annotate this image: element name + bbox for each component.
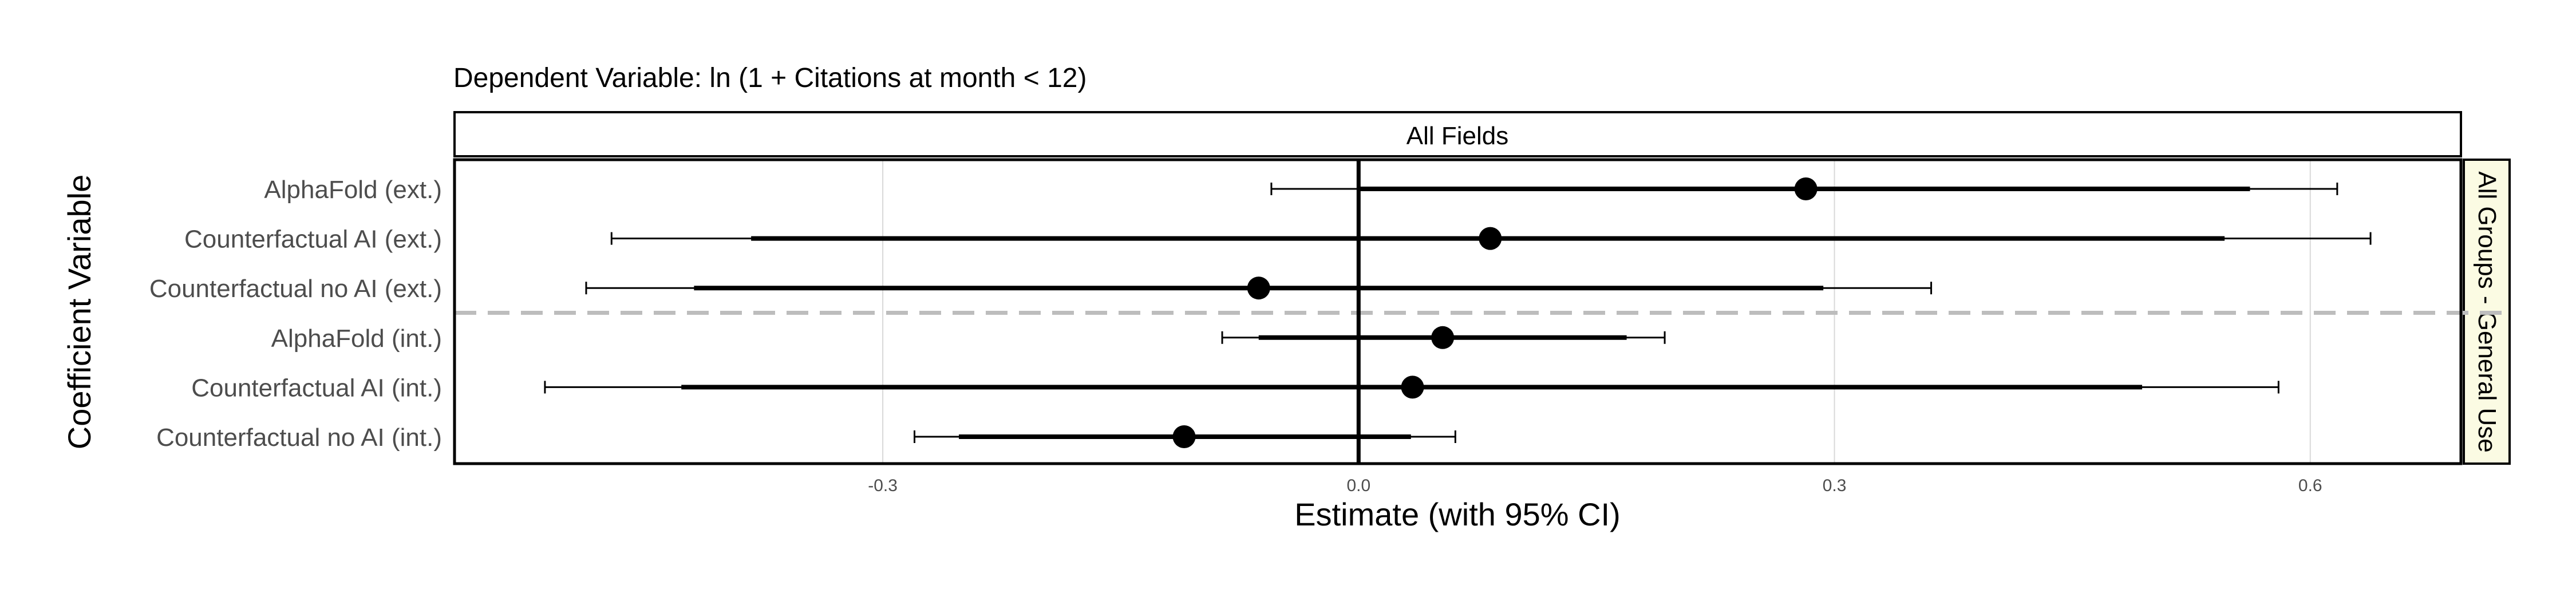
y-tick-label: Counterfactual no AI (int.) bbox=[156, 424, 442, 452]
estimate-point bbox=[1172, 425, 1196, 448]
estimate-point bbox=[1479, 227, 1502, 250]
y-tick-label: AlphaFold (ext.) bbox=[264, 176, 442, 204]
chart-title: Dependent Variable: ln (1 + Citations at… bbox=[453, 63, 1086, 93]
plot-grid bbox=[455, 160, 2507, 464]
x-tick-label: -0.3 bbox=[868, 476, 898, 495]
y-tick-label: AlphaFold (int.) bbox=[271, 325, 442, 353]
plot-marks bbox=[544, 177, 2372, 448]
y-tick-label: Counterfactual AI (ext.) bbox=[184, 226, 442, 254]
estimate-point bbox=[1247, 276, 1270, 300]
estimate-point bbox=[1401, 375, 1424, 399]
x-tick-labels: -0.3 0.0 0.3 0.6 bbox=[868, 476, 2322, 495]
facet-top-strip bbox=[453, 111, 2462, 157]
x-tick-label: 0.3 bbox=[1823, 476, 1847, 495]
x-tick-label: 0.0 bbox=[1346, 476, 1370, 495]
y-tick-label: Counterfactual AI (int.) bbox=[191, 374, 442, 402]
x-axis-label: Estimate (with 95% CI) bbox=[1294, 496, 1621, 532]
estimate-point bbox=[1431, 326, 1455, 349]
y-axis-label: Coefficient Variable bbox=[61, 175, 97, 449]
x-tick-label: 0.6 bbox=[2298, 476, 2322, 495]
plot-panel-border bbox=[453, 158, 2463, 465]
y-tick-label: Counterfactual no AI (ext.) bbox=[149, 275, 442, 303]
y-tick-labels: AlphaFold (ext.) Counterfactual AI (ext.)… bbox=[149, 176, 442, 452]
facet-top-label: All Fields bbox=[1406, 122, 1509, 150]
estimate-point bbox=[1794, 177, 1818, 200]
